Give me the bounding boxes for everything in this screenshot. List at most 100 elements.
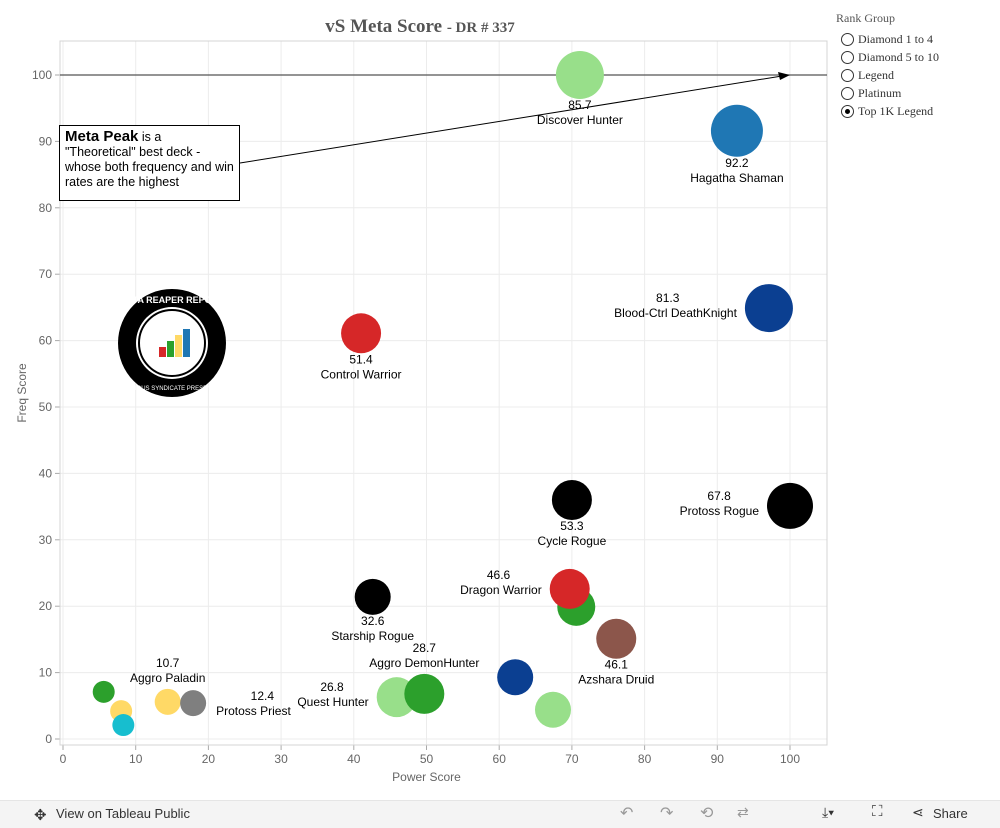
y-tick-label: 50 [39, 400, 53, 414]
point-value-label: 67.8 [707, 489, 731, 503]
point-name-label: Blood-Ctrl DeathKnight [614, 306, 737, 320]
point-name-label: Hagatha Shaman [690, 171, 783, 185]
scatter-plot: 0 10 20 30 40 50 60 70 80 90 100 0 10 20 30 40 50 60 70 80 9… [15, 40, 828, 784]
point-name-label: Cycle Rogue [538, 534, 607, 548]
deck-point [180, 690, 207, 717]
point-value-label: 28.7 [413, 641, 437, 655]
legend-label: Top 1K Legend [858, 103, 934, 118]
title-text: vS Meta Score [325, 16, 443, 37]
deck-point [549, 568, 590, 609]
deck-point [555, 51, 604, 99]
y-tick-label: 30 [39, 533, 53, 547]
undo-icon[interactable]: ↶ [620, 805, 634, 822]
point-name-label: Protoss Rogue [680, 504, 760, 518]
legend-radio-item[interactable]: Diamond 5 to 10 [841, 48, 939, 66]
deck-point [534, 691, 571, 728]
radio-icon[interactable] [841, 86, 854, 100]
refresh-icon[interactable]: ⇄ [737, 804, 749, 820]
point-value-label: 85.7 [568, 98, 592, 112]
annotation-text: is a "Theoretical" best deck - whose bot… [65, 130, 234, 189]
deck-point [404, 673, 445, 714]
point-name-label: Aggro DemonHunter [369, 656, 479, 670]
deck-point [767, 482, 813, 529]
deck-point [551, 479, 592, 520]
deck-point [497, 659, 534, 696]
radio-icon[interactable] [841, 68, 854, 82]
x-tick-label: 90 [711, 752, 725, 766]
download-icon[interactable]: ⤓▾ [822, 804, 835, 820]
legend-radio-item[interactable]: Platinum [841, 84, 939, 102]
share-icon[interactable]: ⋖ [912, 804, 924, 820]
deck-point [154, 688, 181, 715]
redo-icon[interactable]: ↷ [660, 805, 674, 822]
annotation-arrow [239, 75, 783, 164]
x-tick-label: 20 [202, 752, 216, 766]
y-tick-label: 40 [39, 466, 53, 480]
y-tick-label: 80 [39, 201, 53, 215]
radio-icon[interactable] [841, 32, 854, 46]
y-tick-label: 0 [45, 732, 52, 746]
x-tick-label: 10 [129, 752, 143, 766]
rank-group-filter: Rank Group Diamond 1 to 4 Diamond 5 to 10… [836, 11, 939, 120]
y-tick-label: 10 [39, 666, 53, 680]
x-tick-label: 60 [493, 752, 507, 766]
point-name-label: Control Warrior [321, 367, 402, 381]
point-value-label: 81.3 [656, 291, 680, 305]
point-value-label: 12.4 [251, 689, 275, 703]
x-tick-label: 80 [638, 752, 652, 766]
deck-point [112, 714, 135, 737]
arrowhead [778, 72, 790, 80]
view-on-tableau-link[interactable]: View on Tableau Public [56, 806, 190, 821]
radio-icon[interactable] [841, 50, 854, 64]
legend-title: Rank Group [836, 11, 895, 25]
point-name-label: Protoss Priest [216, 704, 291, 718]
fullscreen-icon[interactable]: ⛶ [872, 803, 883, 820]
x-tick-label: 50 [420, 752, 434, 766]
revert-icon[interactable]: ⟲ [700, 805, 714, 822]
point-value-label: 51.4 [349, 352, 373, 366]
legend-radio-item[interactable]: Diamond 1 to 4 [841, 30, 939, 48]
point-value-label: 46.6 [487, 568, 511, 582]
deck-point [341, 313, 382, 354]
y-axis-label: Freq Score [15, 363, 29, 423]
point-value-label: 53.3 [560, 519, 584, 533]
x-tick-label: 0 [60, 752, 67, 766]
x-tick-label: 30 [274, 752, 288, 766]
point-value-label: 46.1 [605, 658, 629, 672]
point-value-label: 26.8 [320, 680, 344, 694]
logo-ring [138, 309, 206, 377]
x-tick-label: 40 [347, 752, 361, 766]
logo-subtext: VICIOUS SYNDICATE PRESENTS [125, 386, 219, 392]
point-name-label: Dragon Warrior [460, 583, 542, 597]
y-tick-label: 20 [39, 599, 53, 613]
subtitle-text: - DR # 337 [446, 20, 515, 36]
point-name-label: Quest Hunter [297, 695, 368, 709]
annotation-bold: Meta Peak [65, 128, 139, 145]
legend-label: Diamond 1 to 4 [858, 31, 933, 46]
plot-frame [59, 40, 828, 746]
point-value-label: 32.6 [361, 614, 385, 628]
radio-icon[interactable] [841, 104, 854, 118]
meta-peak-annotation: Meta Peak is a "Theoretical" best deck -… [59, 125, 240, 201]
deck-point [596, 618, 637, 659]
point-name-label: Aggro Paladin [130, 671, 205, 685]
logo-bar [159, 347, 166, 357]
point-value-label: 92.2 [725, 156, 749, 170]
move-icon: ✥ [34, 807, 47, 824]
deck-point [744, 284, 793, 333]
legend-label: Platinum [858, 85, 902, 100]
legend-radio-item[interactable]: Top 1K Legend [841, 102, 939, 120]
logo-bar [167, 341, 174, 357]
legend-radio-item[interactable]: Legend [841, 66, 939, 84]
point-name-label: Discover Hunter [537, 113, 623, 127]
legend-label: Legend [858, 67, 894, 82]
y-tick-label: 70 [39, 267, 53, 281]
logo-text: DATA REAPER REPORT [120, 295, 224, 305]
deck-point [710, 104, 763, 157]
x-tick-label: 70 [565, 752, 579, 766]
logo-bar [175, 335, 182, 357]
point-value-label: 10.7 [156, 656, 180, 670]
x-tick-label: 100 [780, 752, 800, 766]
y-tick-label: 60 [39, 334, 53, 348]
share-button[interactable]: Share [933, 806, 968, 821]
